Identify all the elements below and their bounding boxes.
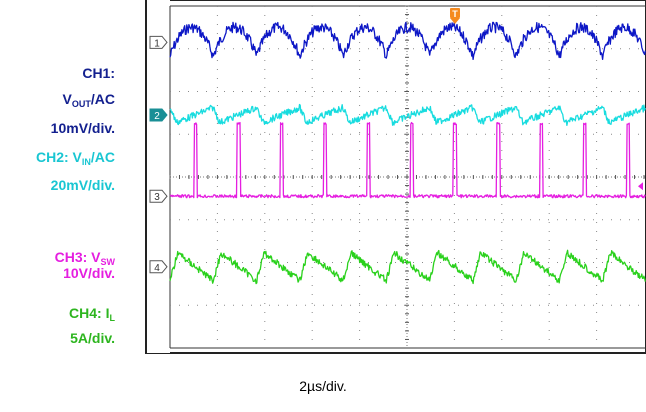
channel-4-marker-label: 4 [154,263,160,274]
channel-2-marker-label: 2 [154,111,160,122]
channel-marker-strip [147,0,170,353]
channel-3-marker-label: 3 [154,192,160,203]
trigger-marker-label: T [452,9,458,19]
channel-1-marker-label: 1 [154,38,160,49]
time-scale-caption: 2µs/div. [0,378,646,394]
